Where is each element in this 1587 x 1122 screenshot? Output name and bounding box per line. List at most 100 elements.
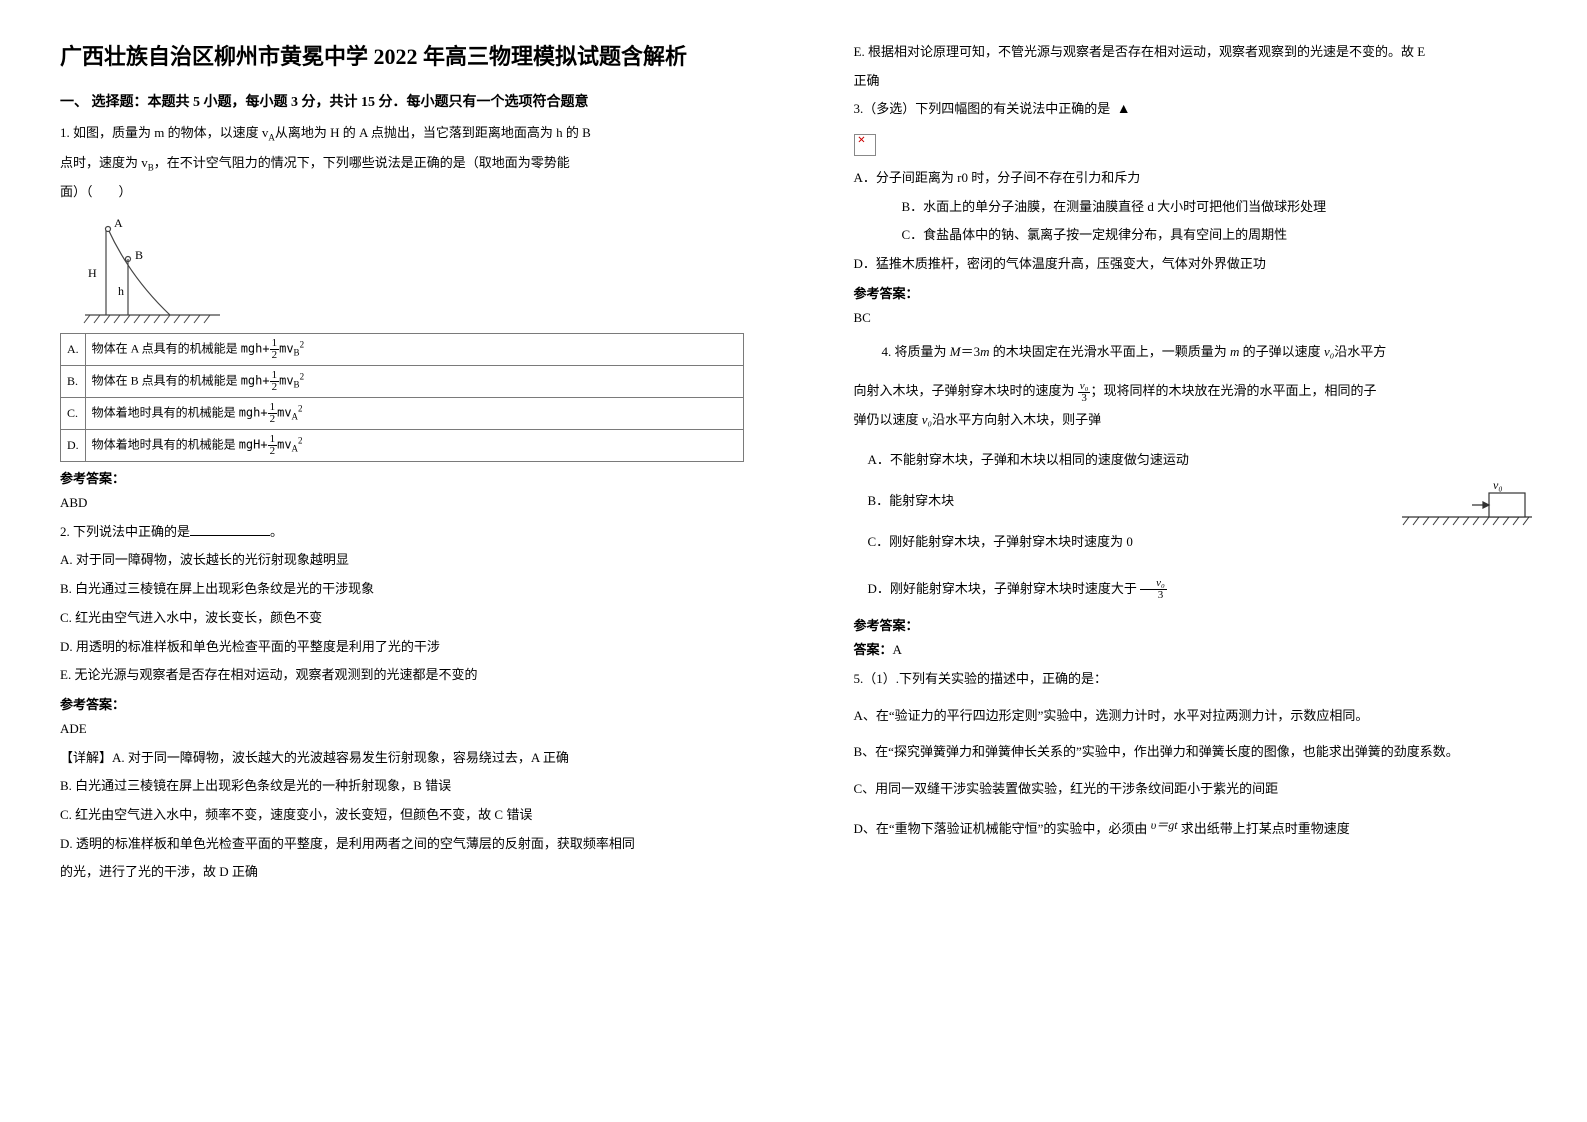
q1-opt-d-mv: mv [277, 437, 291, 451]
right-column: E. 根据相对论原理可知，不管光源与观察者是否存在相对运动，观察者观察到的光速是… [794, 0, 1587, 1122]
q4-opt-d-text: D．刚好能射穿木块，子弹射穿木块时速度大于 [868, 581, 1141, 596]
q4-s1-m: m [980, 344, 989, 359]
q2-detail-d: D. 透明的标准样板和单色光检查平面的平整度，是利用两者之间的空气薄层的反射面，… [60, 832, 744, 857]
q4-s1-eq: ＝3 [961, 344, 981, 359]
q4-s3-tail: 沿水平方向射入木块，则子弹 [932, 412, 1101, 427]
q3-opt-d: D．猛推木质推杆，密闭的气体温度升高，压强变大，气体对外界做正功 [854, 252, 1538, 277]
frac-half-icon: 12 [270, 338, 280, 361]
q2-opt-b: B. 白光通过三棱镜在屏上出现彩色条纹是光的干涉现象 [60, 577, 744, 602]
q1-opt-c-pre: 物体着地时具有的机械能是 [92, 405, 236, 419]
q1-stem-2a: 点时，速度为 v [60, 155, 148, 170]
sq-icon: 2 [300, 339, 305, 349]
q1-stem-2b: ，在不计空气阻力的情况下，下列哪些说法是正确的是（取地面为零势能 [154, 155, 570, 170]
q4-answer-pre: 答案： [854, 642, 893, 657]
q1-stem-line3: 面）（ ） [60, 180, 744, 205]
q2-opt-d: D. 用透明的标准样板和单色光检查平面的平整度是利用了光的干涉 [60, 635, 744, 660]
q1-opt-b-mv: mv [279, 373, 293, 387]
q1-opt-b-pre: 物体在 B 点具有的机械能是 [92, 373, 238, 387]
q4-stem-line2: 向射入木块，子弹射穿木块时的速度为 v₀3；现将同样的木块放在光滑的水平面上，相… [854, 379, 1538, 404]
q5-opt-b: B、在“探究弹簧弹力和弹簧伸长关系的”实验中，作出弹力和弹簧长度的图像，也能求出… [854, 740, 1538, 765]
q4-opt-a: A．不能射穿木块，子弹和木块以相同的速度做匀速运动 [854, 448, 1538, 473]
frac-v0-over-3: v₀3 [1078, 381, 1091, 404]
q5-opt-d: D、在“重物下落验证机械能守恒”的实验中，必须由 υ＝gt 求出纸带上打某点时重… [854, 814, 1538, 842]
q1-opt-a-mv: mv [279, 341, 293, 355]
q4-stem-line1: 4. 将质量为 M＝3m 的木块固定在光滑水平面上，一颗质量为 m 的子弹以速度… [854, 340, 1538, 365]
q1-opt-d-label: D. [61, 430, 86, 462]
q1-opt-d-cell: 物体着地时具有的机械能是 mgH+12mvA2 [85, 430, 743, 462]
q4-answer: 答案：A [854, 638, 1538, 663]
q2-detail-e: E. 根据相对论原理可知，不管光源与观察者是否存在相对运动，观察者观察到的光速是… [854, 40, 1538, 65]
q1-diagram-label-a: A [114, 217, 123, 230]
frac-half-icon: 12 [268, 434, 278, 457]
q3-opt-a: A．分子间距离为 r0 时，分子间不存在引力和斥力 [854, 166, 1538, 191]
q4-answer-label: 参考答案： [854, 615, 1538, 634]
q4-opt-d: D．刚好能射穿木块，子弹射穿木块时速度大于 v₀3 [854, 577, 1538, 602]
q1-opt-d-eq: mgH+ [239, 437, 268, 451]
q5-stem: 5.（1）.下列有关实验的描述中，正确的是： [854, 667, 1538, 692]
q2-stem-tail: 。 [270, 524, 283, 539]
left-column: 广西壮族自治区柳州市黄冕中学 2022 年高三物理模拟试题含解析 一、 选择题：… [0, 0, 794, 1122]
q2-detail-a-text: A. 对于同一障碍物，波长越大的光波越容易发生衍射现象，容易绕过去，A 正确 [112, 750, 569, 765]
q2-stem-text: 2. 下列说法中正确的是 [60, 524, 190, 539]
q1-stem-1a: 1. 如图，质量为 m 的物体，以速度 v [60, 125, 268, 140]
q1-opt-d-row: D. 物体着地时具有的机械能是 mgH+12mvA2 [61, 430, 744, 462]
q4-s2-pre: 向射入木块，子弹射穿木块时的速度为 [854, 383, 1078, 398]
q1-diagram-label-b: B [135, 248, 143, 262]
q2-answer: ADE [60, 717, 744, 742]
q1-opt-c-eq: mgh+ [239, 405, 268, 419]
q1-opt-a-cell: 物体在 A 点具有的机械能是 mgh+12mvB2 [85, 334, 743, 366]
q2-answer-label: 参考答案： [60, 694, 744, 713]
q1-opt-c-row: C. 物体着地时具有的机械能是 mgh+12mvA2 [61, 398, 744, 430]
detail-head: 【详解】 [60, 750, 112, 765]
q4-s3-v0: v₀ [922, 412, 932, 427]
q2-detail-b: B. 白光通过三棱镜在屏上出现彩色条纹是光的一种折射现象，B 错误 [60, 774, 744, 799]
q5-opt-a: A、在“验证力的平行四边形定则”实验中，选测力计时，水平对拉两测力计，示数应相同… [854, 704, 1538, 729]
q2-stem: 2. 下列说法中正确的是 。 [60, 520, 744, 545]
q1-diagram-label-H: H [88, 266, 97, 280]
frac-half-icon: 12 [270, 370, 280, 393]
q4-diagram-v0-label: v₀ [1493, 478, 1503, 492]
q1-opt-a-row: A. 物体在 A 点具有的机械能是 mgh+12mvB2 [61, 334, 744, 366]
q1-opt-a-eq: mgh+ [241, 341, 270, 355]
q3-opt-b: B．水面上的单分子油膜，在测量油膜直径 d 大小时可把他们当做球形处理 [854, 195, 1538, 220]
q1-opt-b-cell: 物体在 B 点具有的机械能是 mgh+12mvB2 [85, 366, 743, 398]
q2-opt-e: E. 无论光源与观察者是否存在相对运动，观察者观测到的光速都是不变的 [60, 663, 744, 688]
q1-answer-label: 参考答案： [60, 468, 744, 487]
q1-opt-d-pre: 物体着地时具有的机械能是 [92, 437, 236, 451]
q4-s1-M: M [950, 344, 961, 359]
q4-diagram: v₀ [1397, 477, 1537, 537]
q1-stem-1b: 从离地为 H 的 A 点抛出，当它落到距离地面高为 h 的 B [275, 125, 591, 140]
q3-stem-text: 3.（多选）下列四幅图的有关说法中正确的是 [854, 101, 1111, 116]
q5-d-post: 求出纸带上打某点时重物速度 [1178, 821, 1350, 836]
frac-v0-over-3: v₀3 [1140, 578, 1167, 601]
q1-opt-c-label: C. [61, 398, 86, 430]
sq-icon: 2 [298, 403, 303, 413]
q4-s1-tail: 沿水平方 [1334, 344, 1386, 359]
q1-opt-a-label: A. [61, 334, 86, 366]
q3-opt-c: C．食盐晶体中的钠、氯离子按一定规律分布，具有空间上的周期性 [854, 223, 1538, 248]
q3-answer-label: 参考答案： [854, 283, 1538, 302]
q1-opt-b-eq: mgh+ [241, 373, 270, 387]
q3-stem: 3.（多选）下列四幅图的有关说法中正确的是 ▲ [854, 97, 1538, 124]
q2-detail-d2: 的光，进行了光的干涉，故 D 正确 [60, 860, 744, 885]
q2-detail-a: 【详解】A. 对于同一障碍物，波长越大的光波越容易发生衍射现象，容易绕过去，A … [60, 746, 744, 771]
q1-opt-c-cell: 物体着地时具有的机械能是 mgh+12mvA2 [85, 398, 743, 430]
q5-opt-c: C、用同一双缝干涉实验装置做实验，红光的干涉条纹间距小于紫光的间距 [854, 777, 1538, 802]
q4-s1-post2: 的子弹以速度 [1239, 344, 1324, 359]
q4-s1-v0: v₀ [1324, 344, 1334, 359]
q1-opt-b-row: B. 物体在 B 点具有的机械能是 mgh+12mvB2 [61, 366, 744, 398]
q4-stem-line3: 弹仍以速度 v₀沿水平方向射入木块，则子弹 [854, 408, 1538, 433]
q1-opt-b-label: B. [61, 366, 86, 398]
q5-d-pre: D、在“重物下落验证机械能守恒”的实验中，必须由 [854, 821, 1151, 836]
section-1-heading: 一、 选择题：本题共 5 小题，每小题 3 分，共计 15 分．每小题只有一个选… [60, 91, 744, 111]
frac-half-icon: 12 [268, 402, 278, 425]
q1-diagram-label-h: h [118, 284, 124, 298]
q1-stem-line2: 点时，速度为 vB，在不计空气阻力的情况下，下列哪些说法是正确的是（取地面为零势… [60, 151, 744, 177]
sq-icon: 2 [300, 371, 305, 381]
q1-opt-c-mv: mv [277, 405, 291, 419]
broken-image-icon [854, 134, 876, 156]
q1-stem-line1: 1. 如图，质量为 m 的物体，以速度 vA从离地为 H 的 A 点抛出，当它落… [60, 121, 744, 147]
q2-detail-c: C. 红光由空气进入水中，频率不变，速度变小，波长变短，但颜色不变，故 C 错误 [60, 803, 744, 828]
q2-opt-c: C. 红光由空气进入水中，波长变长，颜色不变 [60, 606, 744, 631]
q2-opt-a: A. 对于同一障碍物，波长越长的光衍射现象越明显 [60, 548, 744, 573]
